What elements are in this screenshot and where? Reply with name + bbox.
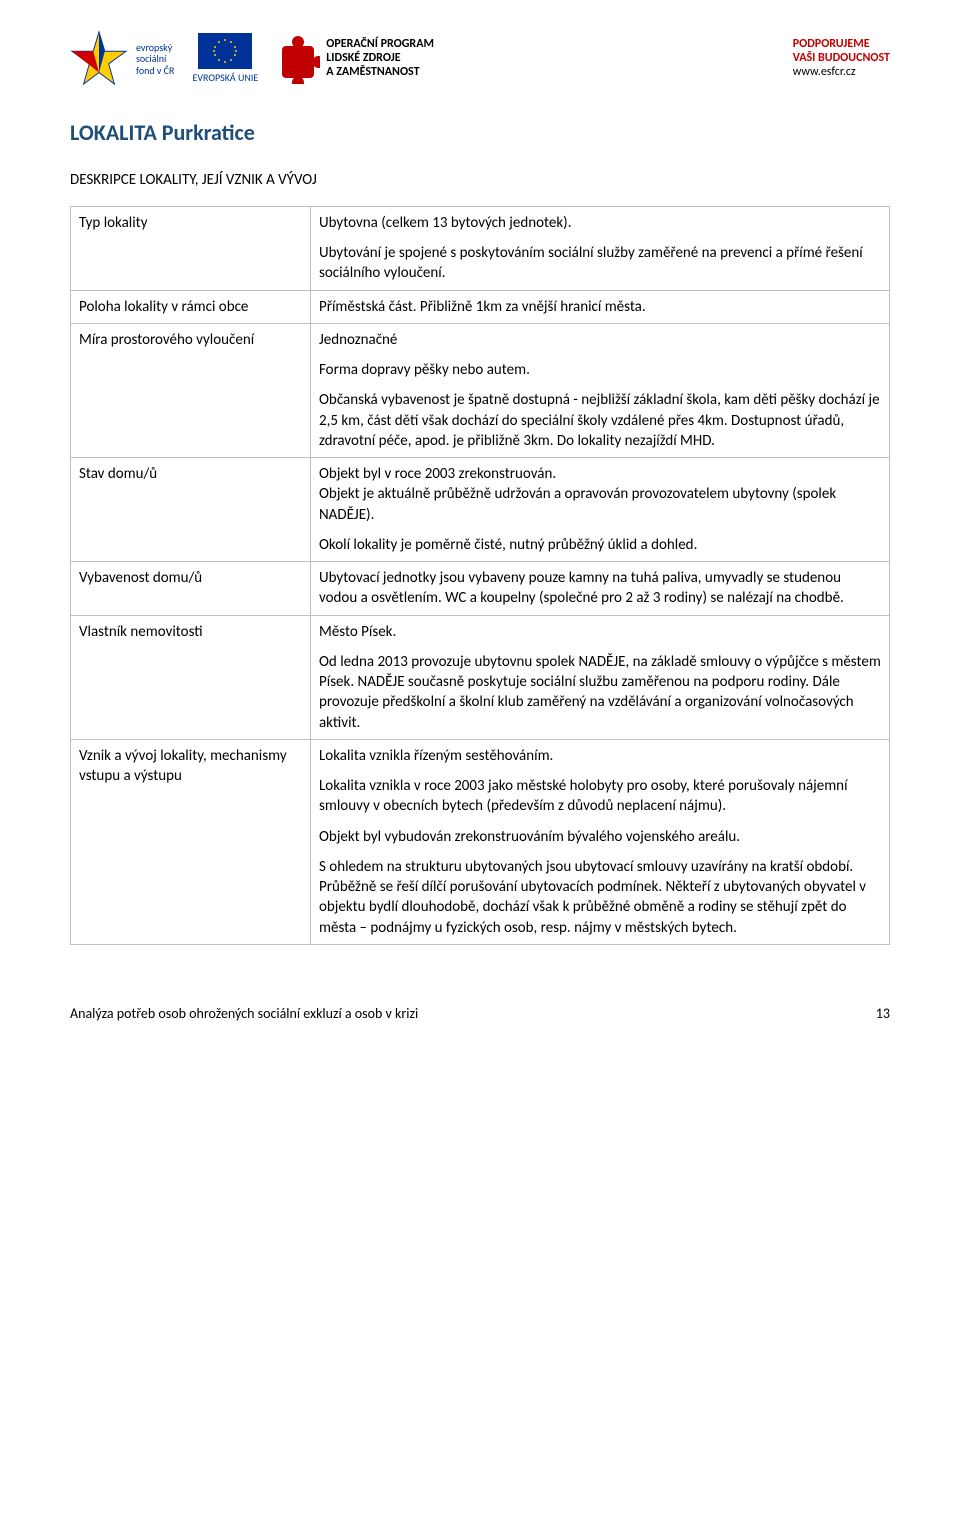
esf-star-icon xyxy=(70,30,128,88)
row-paragraph: Od ledna 2013 provozuje ubytovnu spolek … xyxy=(319,652,881,733)
op-line: LIDSKÉ ZDROJE xyxy=(326,52,434,66)
row-label: Vznik a vývoj lokality, mechanismy vstup… xyxy=(71,739,311,944)
row-paragraph: Ubytování je spojené s poskytováním soci… xyxy=(319,243,881,284)
subheading: DESKRIPCE LOKALITY, JEJÍ VZNIK A VÝVOJ xyxy=(70,170,890,190)
row-paragraph: Jednoznačné xyxy=(319,330,881,350)
row-paragraph: Město Písek. xyxy=(319,622,881,642)
table-row: Vlastník nemovitosti Město Písek. Od ledna… xyxy=(71,615,890,739)
locality-table: Typ lokalityUbytovna (celkem 13 bytových… xyxy=(70,206,890,945)
row-value: Ubytovací jednotky jsou vybaveny pouze k… xyxy=(311,562,890,616)
eu-label: EVROPSKÁ UNIE xyxy=(192,71,258,85)
esf-text: evropský sociální fond v ČR xyxy=(136,42,174,77)
row-label: Stav domu/ů xyxy=(71,458,311,562)
row-paragraph: Lokalita vznikla v roce 2003 jako městsk… xyxy=(319,776,881,817)
row-label: Typ lokality xyxy=(71,206,311,290)
op-line: OPERAČNÍ PROGRAM xyxy=(326,38,434,52)
row-paragraph: Forma dopravy pěšky nebo autem. xyxy=(319,360,881,380)
row-paragraph: Příměstská část. Přibližně 1km za vnější… xyxy=(319,297,881,317)
eu-flag-icon xyxy=(198,33,252,69)
row-paragraph: Objekt byl vybudován zrekonstruováním bý… xyxy=(319,827,881,847)
row-paragraph: Občanská vybavenost je špatně dostupná -… xyxy=(319,390,881,451)
op-puzzle-icon xyxy=(276,34,320,84)
row-label: Vybavenost domu/ů xyxy=(71,562,311,616)
esf-line: fond v ČR xyxy=(136,65,174,77)
row-paragraph: Lokalita vznikla řízeným sestěhováním. xyxy=(319,746,881,766)
row-paragraph: Ubytovna (celkem 13 bytových jednotek). xyxy=(319,213,881,233)
row-value: Lokalita vznikla řízeným sestěhováním. Lo… xyxy=(311,739,890,944)
page-title: LOKALITA Purkratice xyxy=(70,118,890,148)
table-row: Poloha lokality v rámci obce Příměstská č… xyxy=(71,290,890,323)
footer-left: Analýza potřeb osob ohrožených sociální … xyxy=(70,1005,418,1024)
document-page: evropský sociální fond v ČR xyxy=(0,0,960,1064)
row-value: Ubytovna (celkem 13 bytových jednotek). U… xyxy=(311,206,890,290)
support-block: PODPORUJEME VAŠI BUDOUCNOST www.esfcr.cz xyxy=(793,38,890,79)
table-row: Míra prostorového vyloučení Jednoznačné Fo… xyxy=(71,323,890,457)
op-logo: OPERAČNÍ PROGRAM LIDSKÉ ZDROJE A ZAMĚSTN… xyxy=(276,34,434,84)
table-body: Typ lokalityUbytovna (celkem 13 bytových… xyxy=(71,206,890,944)
row-paragraph: Okolí lokality je poměrně čisté, nutný p… xyxy=(319,535,881,555)
support-line: PODPORUJEME xyxy=(793,38,890,52)
esf-logo: evropský sociální fond v ČR xyxy=(70,30,174,88)
table-row: Vybavenost domu/ůUbytovací jednotky jsou… xyxy=(71,562,890,616)
table-row: Vznik a vývoj lokality, mechanismy vstup… xyxy=(71,739,890,944)
table-row: Typ lokalityUbytovna (celkem 13 bytových… xyxy=(71,206,890,290)
row-value: Objekt byl v roce 2003 zrekonstruován.Ob… xyxy=(311,458,890,562)
row-label: Poloha lokality v rámci obce xyxy=(71,290,311,323)
table-row: Stav domu/ůObjekt byl v roce 2003 zrekon… xyxy=(71,458,890,562)
op-text: OPERAČNÍ PROGRAM LIDSKÉ ZDROJE A ZAMĚSTN… xyxy=(326,38,434,79)
header-logo-strip: evropský sociální fond v ČR xyxy=(70,30,890,88)
row-value: Příměstská část. Přibližně 1km za vnější… xyxy=(311,290,890,323)
support-url: www.esfcr.cz xyxy=(793,66,890,80)
op-line: A ZAMĚSTNANOST xyxy=(326,66,434,80)
row-paragraph: Ubytovací jednotky jsou vybaveny pouze k… xyxy=(319,568,881,609)
footer-page-number: 13 xyxy=(876,1005,890,1024)
row-value: Jednoznačné Forma dopravy pěšky nebo aute… xyxy=(311,323,890,457)
row-label: Vlastník nemovitosti xyxy=(71,615,311,739)
row-paragraph: Objekt byl v roce 2003 zrekonstruován.Ob… xyxy=(319,464,881,525)
row-paragraph: S ohledem na strukturu ubytovaných jsou … xyxy=(319,857,881,938)
support-line: VAŠI BUDOUCNOST xyxy=(793,52,890,66)
eu-logo: EVROPSKÁ UNIE xyxy=(192,33,258,85)
row-label: Míra prostorového vyloučení xyxy=(71,323,311,457)
page-footer: Analýza potřeb osob ohrožených sociální … xyxy=(70,1005,890,1024)
row-value: Město Písek. Od ledna 2013 provozuje ubyt… xyxy=(311,615,890,739)
